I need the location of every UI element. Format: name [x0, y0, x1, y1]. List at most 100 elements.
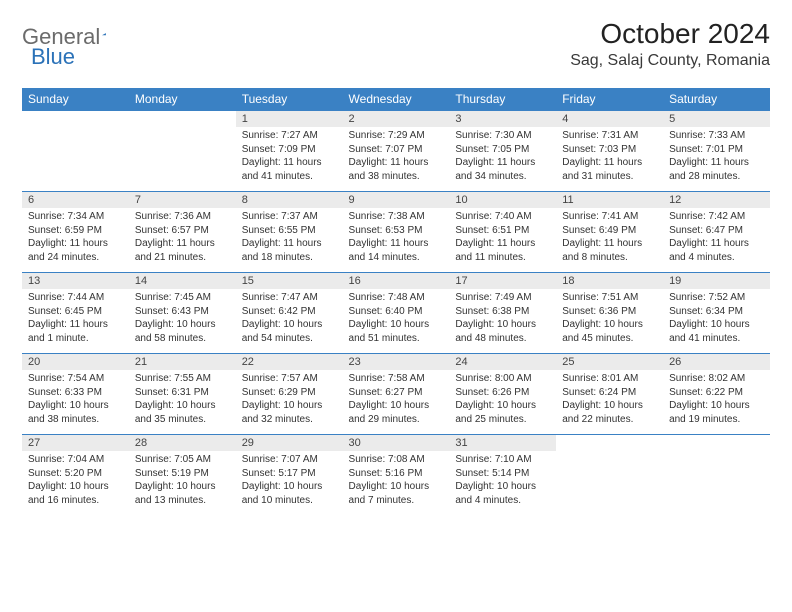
calendar-day-cell: 17Sunrise: 7:49 AMSunset: 6:38 PMDayligh…	[449, 273, 556, 354]
day-details: Sunrise: 8:02 AMSunset: 6:22 PMDaylight:…	[663, 370, 770, 434]
calendar-day-cell: 14Sunrise: 7:45 AMSunset: 6:43 PMDayligh…	[129, 273, 236, 354]
calendar-day-cell: 11Sunrise: 7:41 AMSunset: 6:49 PMDayligh…	[556, 192, 663, 273]
calendar-day-cell: 16Sunrise: 7:48 AMSunset: 6:40 PMDayligh…	[343, 273, 450, 354]
calendar-week-row: 27Sunrise: 7:04 AMSunset: 5:20 PMDayligh…	[22, 435, 770, 516]
day-details: Sunrise: 7:48 AMSunset: 6:40 PMDaylight:…	[343, 289, 450, 353]
day-number: 1	[236, 111, 343, 127]
day-details: Sunrise: 7:42 AMSunset: 6:47 PMDaylight:…	[663, 208, 770, 272]
day-details: Sunrise: 7:44 AMSunset: 6:45 PMDaylight:…	[22, 289, 129, 353]
calendar-table: SundayMondayTuesdayWednesdayThursdayFrid…	[22, 88, 770, 515]
day-number: 29	[236, 435, 343, 451]
location-title: Sag, Salaj County, Romania	[570, 52, 770, 70]
day-details: Sunrise: 7:41 AMSunset: 6:49 PMDaylight:…	[556, 208, 663, 272]
calendar-day-cell: 31Sunrise: 7:10 AMSunset: 5:14 PMDayligh…	[449, 435, 556, 516]
calendar-day-cell: 29Sunrise: 7:07 AMSunset: 5:17 PMDayligh…	[236, 435, 343, 516]
calendar-day-cell: 5Sunrise: 7:33 AMSunset: 7:01 PMDaylight…	[663, 111, 770, 192]
calendar-day-cell: 13Sunrise: 7:44 AMSunset: 6:45 PMDayligh…	[22, 273, 129, 354]
day-number: 28	[129, 435, 236, 451]
calendar-day-cell: 10Sunrise: 7:40 AMSunset: 6:51 PMDayligh…	[449, 192, 556, 273]
calendar-day-cell: 12Sunrise: 7:42 AMSunset: 6:47 PMDayligh…	[663, 192, 770, 273]
day-number: 10	[449, 192, 556, 208]
calendar-week-row: 20Sunrise: 7:54 AMSunset: 6:33 PMDayligh…	[22, 354, 770, 435]
day-details: Sunrise: 7:05 AMSunset: 5:19 PMDaylight:…	[129, 451, 236, 515]
day-number: 23	[343, 354, 450, 370]
day-details: Sunrise: 7:07 AMSunset: 5:17 PMDaylight:…	[236, 451, 343, 515]
calendar-day-cell	[22, 111, 129, 192]
day-number: 27	[22, 435, 129, 451]
calendar-day-cell: 22Sunrise: 7:57 AMSunset: 6:29 PMDayligh…	[236, 354, 343, 435]
calendar-day-cell: 27Sunrise: 7:04 AMSunset: 5:20 PMDayligh…	[22, 435, 129, 516]
day-number: 26	[663, 354, 770, 370]
day-number: 4	[556, 111, 663, 127]
day-number: 31	[449, 435, 556, 451]
day-number: 14	[129, 273, 236, 289]
calendar-day-cell: 15Sunrise: 7:47 AMSunset: 6:42 PMDayligh…	[236, 273, 343, 354]
calendar-body: 1Sunrise: 7:27 AMSunset: 7:09 PMDaylight…	[22, 111, 770, 516]
day-header: Monday	[129, 88, 236, 111]
day-details: Sunrise: 7:45 AMSunset: 6:43 PMDaylight:…	[129, 289, 236, 353]
calendar-header-row: SundayMondayTuesdayWednesdayThursdayFrid…	[22, 88, 770, 111]
calendar-day-cell: 21Sunrise: 7:55 AMSunset: 6:31 PMDayligh…	[129, 354, 236, 435]
calendar-day-cell	[663, 435, 770, 516]
calendar-day-cell: 19Sunrise: 7:52 AMSunset: 6:34 PMDayligh…	[663, 273, 770, 354]
day-number: 18	[556, 273, 663, 289]
day-details: Sunrise: 7:36 AMSunset: 6:57 PMDaylight:…	[129, 208, 236, 272]
day-number: 3	[449, 111, 556, 127]
day-number: 12	[663, 192, 770, 208]
calendar-day-cell: 2Sunrise: 7:29 AMSunset: 7:07 PMDaylight…	[343, 111, 450, 192]
calendar-day-cell: 7Sunrise: 7:36 AMSunset: 6:57 PMDaylight…	[129, 192, 236, 273]
day-number: 21	[129, 354, 236, 370]
day-details: Sunrise: 7:04 AMSunset: 5:20 PMDaylight:…	[22, 451, 129, 515]
calendar-day-cell	[129, 111, 236, 192]
header: General October 2024 Sag, Salaj County, …	[22, 18, 770, 70]
day-header: Saturday	[663, 88, 770, 111]
calendar-week-row: 13Sunrise: 7:44 AMSunset: 6:45 PMDayligh…	[22, 273, 770, 354]
day-number: 7	[129, 192, 236, 208]
day-number: 22	[236, 354, 343, 370]
day-details: Sunrise: 7:49 AMSunset: 6:38 PMDaylight:…	[449, 289, 556, 353]
day-header: Friday	[556, 88, 663, 111]
day-header: Wednesday	[343, 88, 450, 111]
day-details: Sunrise: 7:08 AMSunset: 5:16 PMDaylight:…	[343, 451, 450, 515]
calendar-week-row: 1Sunrise: 7:27 AMSunset: 7:09 PMDaylight…	[22, 111, 770, 192]
day-number: 8	[236, 192, 343, 208]
day-number: 11	[556, 192, 663, 208]
day-details: Sunrise: 7:38 AMSunset: 6:53 PMDaylight:…	[343, 208, 450, 272]
day-details: Sunrise: 7:55 AMSunset: 6:31 PMDaylight:…	[129, 370, 236, 434]
day-details: Sunrise: 7:10 AMSunset: 5:14 PMDaylight:…	[449, 451, 556, 515]
day-header: Thursday	[449, 88, 556, 111]
month-title: October 2024	[570, 18, 770, 50]
calendar-day-cell: 30Sunrise: 7:08 AMSunset: 5:16 PMDayligh…	[343, 435, 450, 516]
day-number: 9	[343, 192, 450, 208]
day-number: 16	[343, 273, 450, 289]
day-number: 17	[449, 273, 556, 289]
day-details: Sunrise: 8:00 AMSunset: 6:26 PMDaylight:…	[449, 370, 556, 434]
day-details: Sunrise: 7:54 AMSunset: 6:33 PMDaylight:…	[22, 370, 129, 434]
calendar-day-cell: 18Sunrise: 7:51 AMSunset: 6:36 PMDayligh…	[556, 273, 663, 354]
logo-triangle-icon	[102, 27, 106, 41]
day-details: Sunrise: 7:52 AMSunset: 6:34 PMDaylight:…	[663, 289, 770, 353]
calendar-day-cell: 25Sunrise: 8:01 AMSunset: 6:24 PMDayligh…	[556, 354, 663, 435]
logo-word2: Blue	[31, 44, 75, 69]
calendar-day-cell: 28Sunrise: 7:05 AMSunset: 5:19 PMDayligh…	[129, 435, 236, 516]
day-number: 2	[343, 111, 450, 127]
day-details: Sunrise: 7:30 AMSunset: 7:05 PMDaylight:…	[449, 127, 556, 191]
title-block: October 2024 Sag, Salaj County, Romania	[570, 18, 770, 70]
day-number: 25	[556, 354, 663, 370]
day-header: Sunday	[22, 88, 129, 111]
calendar-day-cell	[556, 435, 663, 516]
calendar-day-cell: 6Sunrise: 7:34 AMSunset: 6:59 PMDaylight…	[22, 192, 129, 273]
calendar-day-cell: 23Sunrise: 7:58 AMSunset: 6:27 PMDayligh…	[343, 354, 450, 435]
day-number: 20	[22, 354, 129, 370]
calendar-day-cell: 3Sunrise: 7:30 AMSunset: 7:05 PMDaylight…	[449, 111, 556, 192]
calendar-day-cell: 9Sunrise: 7:38 AMSunset: 6:53 PMDaylight…	[343, 192, 450, 273]
day-number: 30	[343, 435, 450, 451]
day-number: 15	[236, 273, 343, 289]
calendar-day-cell: 26Sunrise: 8:02 AMSunset: 6:22 PMDayligh…	[663, 354, 770, 435]
calendar-day-cell: 8Sunrise: 7:37 AMSunset: 6:55 PMDaylight…	[236, 192, 343, 273]
day-details: Sunrise: 7:31 AMSunset: 7:03 PMDaylight:…	[556, 127, 663, 191]
day-number: 19	[663, 273, 770, 289]
day-number: 6	[22, 192, 129, 208]
day-details: Sunrise: 7:29 AMSunset: 7:07 PMDaylight:…	[343, 127, 450, 191]
calendar-week-row: 6Sunrise: 7:34 AMSunset: 6:59 PMDaylight…	[22, 192, 770, 273]
